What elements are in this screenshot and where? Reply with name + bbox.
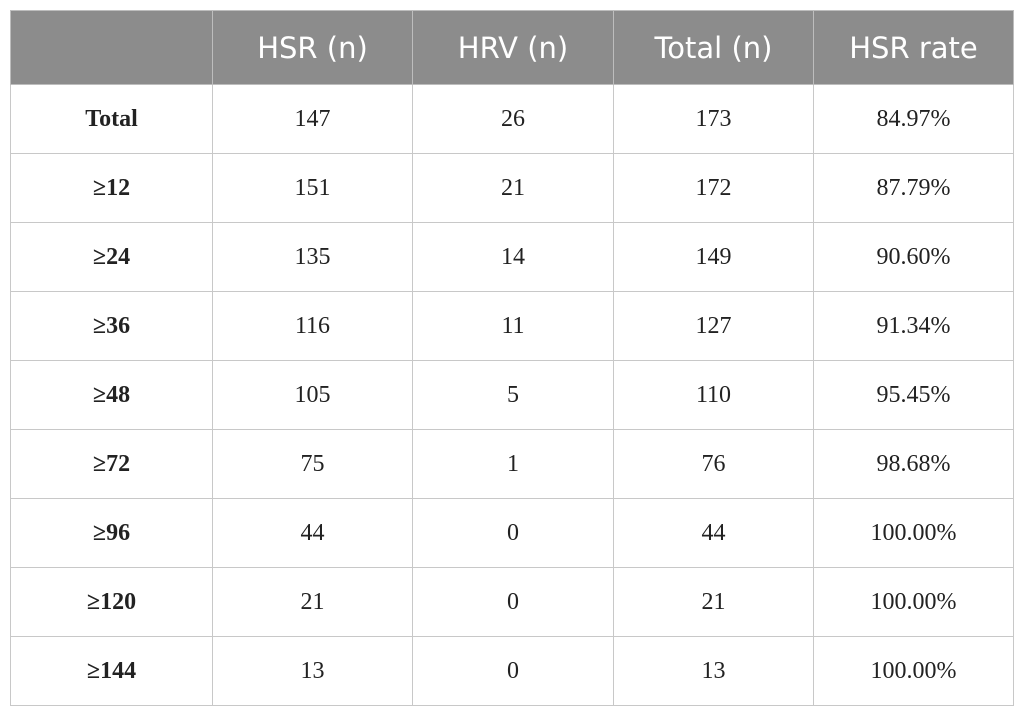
table-cell: 110 xyxy=(613,360,814,430)
header-cell: Total (n) xyxy=(613,10,814,85)
table-cell: 127 xyxy=(613,291,814,361)
table-cell: 13 xyxy=(613,636,814,706)
table-cell: 95.45% xyxy=(813,360,1014,430)
table-cell: 135 xyxy=(212,222,413,292)
table-cell: 0 xyxy=(412,498,614,568)
table-cell: 0 xyxy=(412,567,614,637)
header-cell: HSR (n) xyxy=(212,10,413,85)
header-cell: HRV (n) xyxy=(412,10,614,85)
table-body: Total 147 26 173 84.97% ≥12 151 21 172 87.79% ≥24 1… xyxy=(10,84,1014,706)
table-row: ≥120 21 0 21 100.00% xyxy=(10,567,1014,637)
table-cell: 21 xyxy=(212,567,413,637)
table-cell: 105 xyxy=(212,360,413,430)
table-cell: 44 xyxy=(613,498,814,568)
table-row: ≥36 116 11 127 91.34% xyxy=(10,291,1014,361)
table-row: ≥24 135 14 149 90.60% xyxy=(10,222,1014,292)
table-row: ≥48 105 5 110 95.45% xyxy=(10,360,1014,430)
row-label: ≥144 xyxy=(10,636,213,706)
table-cell: 76 xyxy=(613,429,814,499)
header-cell xyxy=(10,10,213,85)
table-row: ≥144 13 0 13 100.00% xyxy=(10,636,1014,706)
table-row: ≥72 75 1 76 98.68% xyxy=(10,429,1014,499)
table-cell: 13 xyxy=(212,636,413,706)
table-cell: 151 xyxy=(212,153,413,223)
table-cell: 87.79% xyxy=(813,153,1014,223)
table-cell: 44 xyxy=(212,498,413,568)
table-row: ≥12 151 21 172 87.79% xyxy=(10,153,1014,223)
header-cell: HSR rate xyxy=(813,10,1014,85)
table-cell: 11 xyxy=(412,291,614,361)
row-label: ≥96 xyxy=(10,498,213,568)
row-label: ≥72 xyxy=(10,429,213,499)
data-table: HSR (n) HRV (n) Total (n) HSR rate Total 147… xyxy=(10,10,1014,706)
table-cell: 84.97% xyxy=(813,84,1014,154)
table-cell: 173 xyxy=(613,84,814,154)
table-cell: 116 xyxy=(212,291,413,361)
table-cell: 172 xyxy=(613,153,814,223)
table-row: ≥96 44 0 44 100.00% xyxy=(10,498,1014,568)
table-cell: 100.00% xyxy=(813,498,1014,568)
row-label: ≥120 xyxy=(10,567,213,637)
table-cell: 75 xyxy=(212,429,413,499)
table-cell: 5 xyxy=(412,360,614,430)
table-cell: 91.34% xyxy=(813,291,1014,361)
table-cell: 26 xyxy=(412,84,614,154)
row-label: ≥12 xyxy=(10,153,213,223)
table-row: Total 147 26 173 84.97% xyxy=(10,84,1014,154)
table-cell: 14 xyxy=(412,222,614,292)
row-label: ≥48 xyxy=(10,360,213,430)
table-cell: 21 xyxy=(613,567,814,637)
table-cell: 90.60% xyxy=(813,222,1014,292)
table-cell: 100.00% xyxy=(813,636,1014,706)
table-cell: 149 xyxy=(613,222,814,292)
table-cell: 1 xyxy=(412,429,614,499)
row-label: ≥24 xyxy=(10,222,213,292)
table-header: HSR (n) HRV (n) Total (n) HSR rate xyxy=(10,10,1014,85)
row-label: ≥36 xyxy=(10,291,213,361)
header-row: HSR (n) HRV (n) Total (n) HSR rate xyxy=(10,10,1014,85)
table-cell: 0 xyxy=(412,636,614,706)
table-cell: 21 xyxy=(412,153,614,223)
row-label: Total xyxy=(10,84,213,154)
table-cell: 147 xyxy=(212,84,413,154)
table-cell: 98.68% xyxy=(813,429,1014,499)
table-cell: 100.00% xyxy=(813,567,1014,637)
